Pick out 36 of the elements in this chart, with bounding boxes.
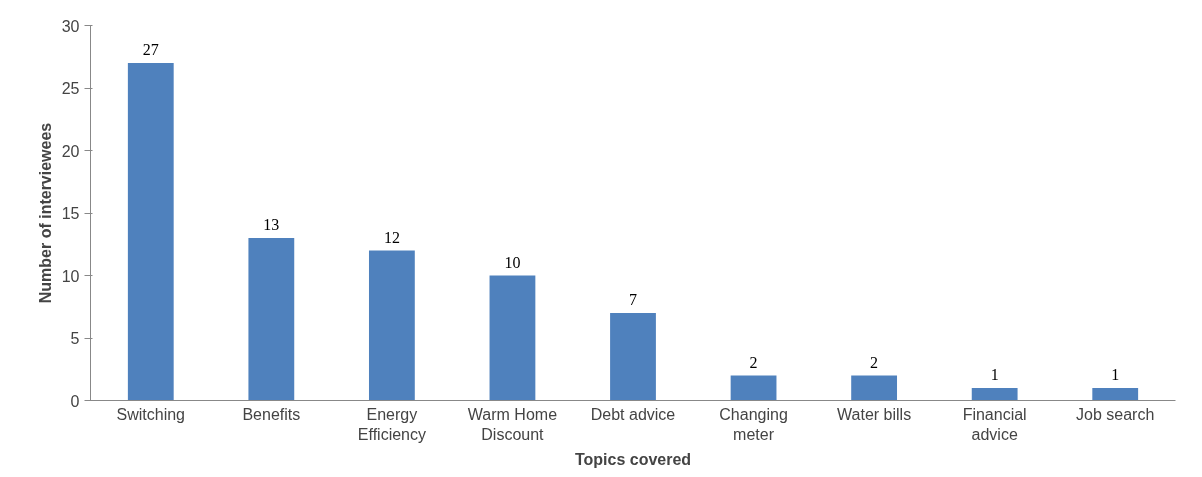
data-label: 13 [263,216,280,233]
bar [368,250,415,401]
data-label: 2 [749,353,758,371]
y-tick-label: 5 [70,330,80,347]
bar [1092,388,1139,401]
x-tick-label: Job search [1076,405,1155,423]
x-tick-label: Debt advice [590,405,676,423]
y-tick-label: 15 [61,205,80,222]
bar [971,388,1018,401]
x-tick-label: Energy Efficiency [357,405,426,443]
bar [489,275,536,401]
x-axis-title: Topics covered [574,450,692,468]
x-tick-label: Water bills [837,405,912,423]
data-label: 27 [142,41,159,58]
x-tick-label: Changing meter [719,405,788,443]
x-tick-label: Financial advice [962,405,1027,443]
x-tick-label: Benefits [242,405,301,423]
bar [127,63,174,401]
data-label: 7 [629,291,637,308]
data-label: 2 [870,353,879,371]
x-tick-label: Switching [116,405,186,423]
data-label: 12 [383,228,400,246]
bar [730,375,777,401]
y-tick-label: 25 [61,80,80,97]
y-tick-label: 0 [70,392,80,410]
data-label: 10 [504,253,521,271]
data-label: 1 [990,366,999,383]
bar [610,313,656,401]
data-label: 1 [1111,366,1120,383]
bar [851,375,898,401]
x-tick-label: Warm Home Discount [467,405,558,443]
y-tick-label: 20 [61,142,80,160]
y-tick-label: 10 [61,267,80,285]
y-axis-title: Number of interviewees [36,122,54,304]
y-tick-label: 30 [61,17,80,35]
bar [248,238,295,401]
